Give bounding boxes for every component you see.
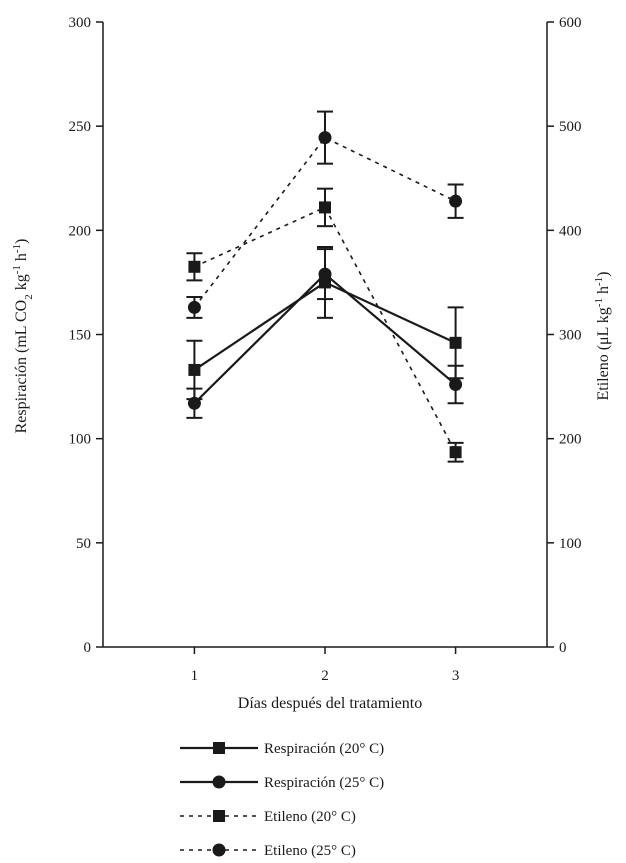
right-y-tick-label-0: 0 [559, 640, 567, 656]
series-2-point-1 [319, 201, 331, 214]
series-0-point-0 [188, 363, 201, 376]
x-tick-label-1: 2 [321, 668, 329, 684]
x-tick-label-2: 3 [452, 668, 460, 684]
right-y-tick-label-3: 300 [559, 328, 582, 344]
ticks: 0 50 100 150 200 250 300 0 100 200 300 400 500 600 1 2 3 [69, 15, 582, 684]
legend-marker-2 [213, 810, 225, 822]
right-y-tick-label-4: 400 [559, 223, 582, 239]
left-y-tick-label-2: 100 [69, 432, 92, 448]
right-y-tick-label-5: 500 [559, 119, 582, 135]
right-y-tick-label-2: 200 [559, 432, 582, 448]
left-y-tick-label-1: 50 [76, 536, 91, 552]
series-2-line [194, 206, 457, 453]
right-y-tick-label-6: 600 [559, 15, 582, 31]
series-1-point-2 [449, 378, 463, 391]
x-axis-title: Días después del tratamiento [238, 695, 422, 712]
right-y-axis-title: Etileno (μL kg-1 h-1) [593, 272, 612, 401]
left-y-axis-title: Respiración (mL CO2 kg-1 h-1) [11, 239, 35, 434]
series-layer [186, 110, 464, 463]
series-2 [186, 187, 464, 463]
legend-label-1: Respiración (25° C) [264, 775, 384, 791]
legend-label-0: Respiración (20° C) [264, 741, 384, 757]
left-y-tick-label-3: 150 [69, 328, 92, 344]
legend-marker-0 [213, 742, 225, 754]
legend: Respiración (20° C) Respiración (25° C) Et… [180, 741, 384, 859]
series-1-point-0 [187, 396, 201, 410]
legend-marker-3 [212, 843, 226, 857]
series-2-point-2 [449, 446, 462, 459]
left-y-tick-label-6: 300 [69, 15, 92, 31]
series-1-point-1 [318, 267, 332, 281]
series-3-point-2 [449, 194, 463, 208]
left-y-tick-label-4: 200 [69, 223, 92, 239]
legend-label-3: Etileno (25° C) [264, 843, 356, 859]
series-3 [186, 110, 464, 319]
legend-label-2: Etileno (20° C) [264, 809, 356, 825]
series-1 [186, 248, 464, 419]
series-3-point-1 [318, 131, 332, 145]
legend-marker-1 [212, 775, 226, 789]
series-0-point-2 [449, 336, 462, 349]
left-y-tick-label-5: 250 [69, 119, 92, 135]
right-y-tick-label-1: 100 [559, 536, 582, 552]
series-3-point-0 [187, 300, 201, 314]
x-tick-label-0: 1 [191, 668, 199, 684]
left-y-tick-label-0: 0 [84, 640, 92, 656]
series-2-point-0 [188, 260, 201, 273]
